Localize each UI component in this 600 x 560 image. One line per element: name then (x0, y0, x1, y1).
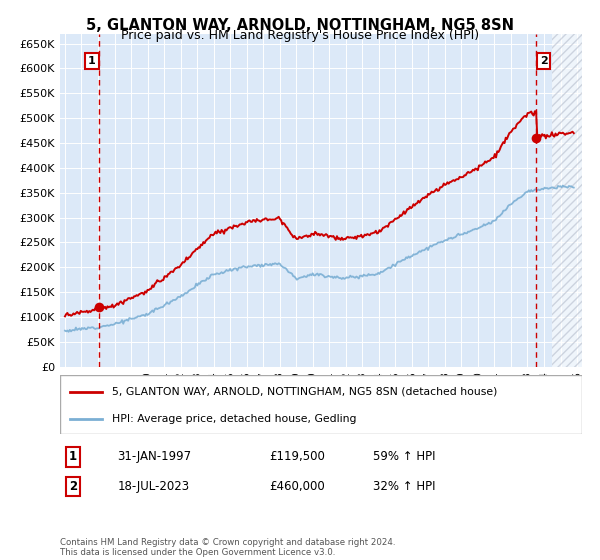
Text: £119,500: £119,500 (269, 450, 325, 464)
Text: 2: 2 (69, 480, 77, 493)
Text: 32% ↑ HPI: 32% ↑ HPI (373, 480, 436, 493)
FancyBboxPatch shape (60, 375, 582, 434)
Text: 2: 2 (540, 56, 548, 66)
Text: HPI: Average price, detached house, Gedling: HPI: Average price, detached house, Gedl… (112, 414, 356, 424)
Bar (552, 18, 600, 367)
Text: 31-JAN-1997: 31-JAN-1997 (118, 450, 191, 464)
Text: 1: 1 (88, 56, 96, 66)
Text: 59% ↑ HPI: 59% ↑ HPI (373, 450, 436, 464)
Text: £460,000: £460,000 (269, 480, 325, 493)
Text: 5, GLANTON WAY, ARNOLD, NOTTINGHAM, NG5 8SN (detached house): 5, GLANTON WAY, ARNOLD, NOTTINGHAM, NG5 … (112, 386, 497, 396)
Text: 18-JUL-2023: 18-JUL-2023 (118, 480, 190, 493)
Text: 5, GLANTON WAY, ARNOLD, NOTTINGHAM, NG5 8SN: 5, GLANTON WAY, ARNOLD, NOTTINGHAM, NG5 … (86, 18, 514, 33)
Text: 1: 1 (69, 450, 77, 464)
Text: Price paid vs. HM Land Registry's House Price Index (HPI): Price paid vs. HM Land Registry's House … (121, 29, 479, 42)
Text: Contains HM Land Registry data © Crown copyright and database right 2024.
This d: Contains HM Land Registry data © Crown c… (60, 538, 395, 557)
